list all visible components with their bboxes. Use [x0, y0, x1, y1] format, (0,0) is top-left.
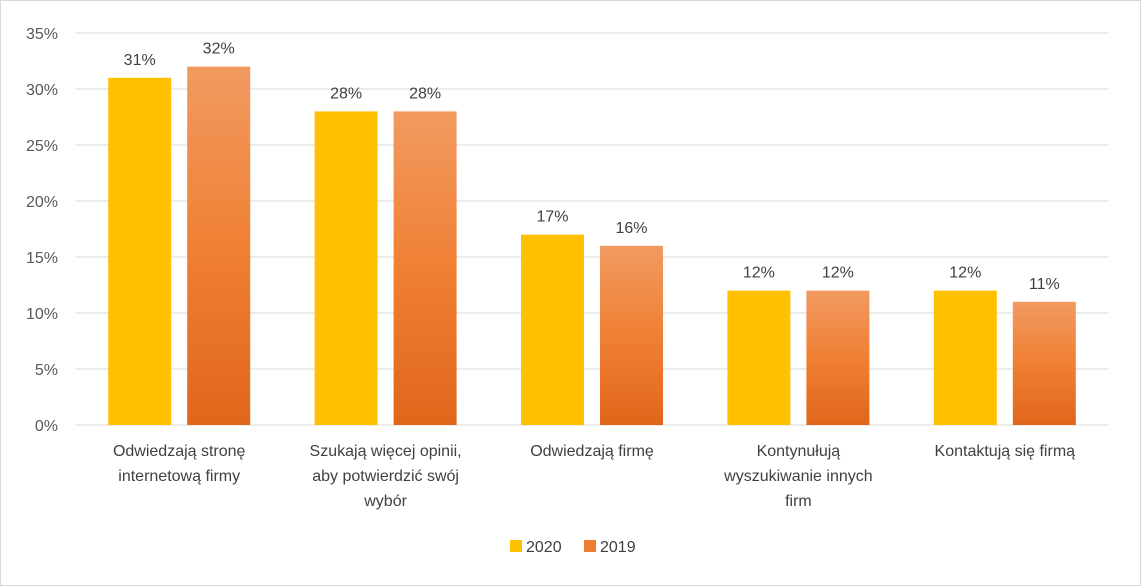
- data-label-2019-1: 32%: [203, 41, 235, 58]
- category-labels: Odwiedzają stronę internetową firmy Szukaj…: [113, 443, 1075, 510]
- category-label-3: Odwiedzają firmę: [530, 443, 654, 460]
- data-label-2020-4: 12%: [743, 265, 775, 282]
- bar-2019-4: [806, 290, 870, 425]
- bar-2020-2: [314, 111, 378, 426]
- category-label-4: Kontynułują wyszukiwanie innych firm: [723, 443, 873, 510]
- legend-swatch-2020: [510, 540, 522, 552]
- y-tick-label: 0%: [35, 418, 58, 435]
- data-label-2019-4: 12%: [822, 265, 854, 282]
- data-label-2020-2: 28%: [330, 85, 362, 102]
- legend-label-2019: 2019: [600, 539, 636, 556]
- y-tick-label: 35%: [26, 26, 58, 43]
- y-tick-label: 20%: [26, 194, 58, 211]
- y-tick-label: 30%: [26, 82, 58, 99]
- bar-2020-5: [933, 290, 997, 425]
- category-label-2: Szukają więcej opinii, aby potwierdzić sw…: [310, 443, 462, 510]
- bar-2020-4: [727, 290, 791, 425]
- bar-2019-1: [187, 66, 251, 425]
- bar-2019-3: [600, 245, 663, 425]
- data-label-2019-3: 16%: [615, 220, 647, 237]
- bars: [108, 66, 1076, 426]
- y-tick-label: 10%: [26, 306, 58, 323]
- y-tick-label: 5%: [35, 362, 58, 379]
- bar-2020-3: [521, 234, 584, 425]
- legend-swatch-2019: [584, 540, 596, 552]
- category-label-1: Odwiedzają stronę internetową firmy: [113, 443, 246, 485]
- data-label-2020-3: 17%: [536, 209, 568, 226]
- y-tick-label: 15%: [26, 250, 58, 267]
- data-label-2019-2: 28%: [409, 85, 441, 102]
- data-label-2020-1: 31%: [124, 52, 156, 69]
- legend-label-2020: 2020: [526, 539, 562, 556]
- data-labels: 31% 28% 17% 12% 12% 32% 28% 16% 12% 11%: [124, 41, 1060, 293]
- bar-2020-1: [108, 77, 172, 426]
- y-tick-label: 25%: [26, 138, 58, 155]
- legend: 2020 2019: [510, 539, 636, 556]
- data-label-2020-5: 12%: [949, 265, 981, 282]
- category-label-5: Kontaktują się firmą: [935, 443, 1076, 460]
- y-axis-ticks: 0% 5% 10% 15% 20% 25% 30% 35%: [26, 26, 58, 435]
- bar-2019-2: [393, 111, 457, 426]
- bar-2019-5: [1012, 301, 1076, 425]
- data-label-2019-5: 11%: [1029, 276, 1060, 293]
